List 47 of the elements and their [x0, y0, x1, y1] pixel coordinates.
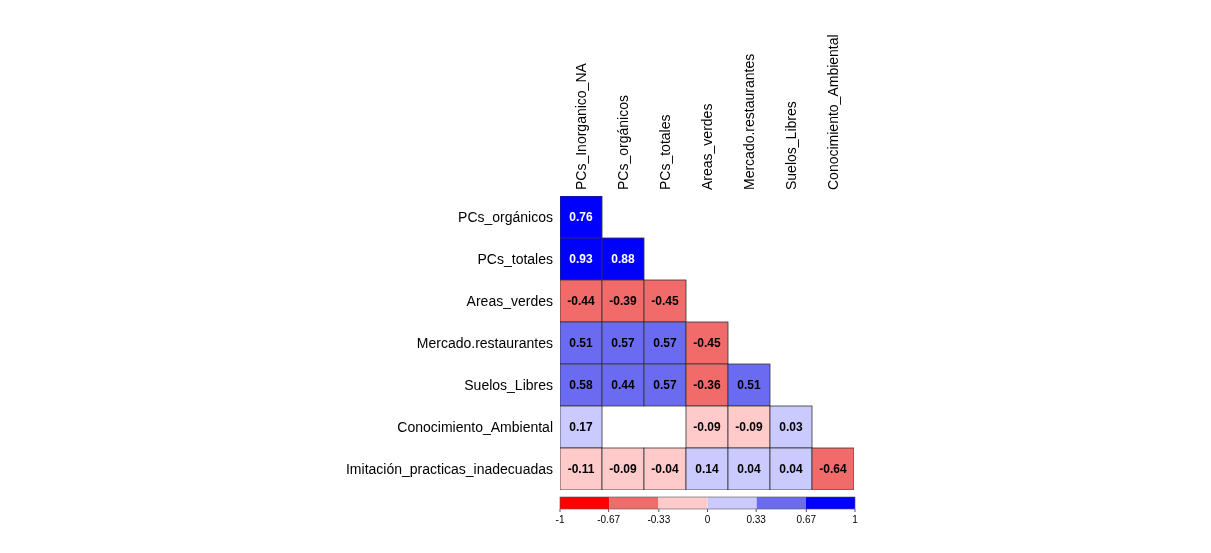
data-label: -0.44 [567, 294, 595, 308]
x-tick-label: Suelos_Libres [783, 101, 799, 190]
x-tick-label: PCs_orgánicos [615, 95, 631, 190]
data-label: 0.14 [695, 462, 719, 476]
color-bar-label: 1 [852, 514, 859, 525]
x-tick-label: PCs_Inorganico_NA [573, 62, 589, 190]
data-label: 0.93 [569, 252, 593, 266]
color-bar-label: 0 [704, 514, 711, 525]
color-bar-label: 0.33 [746, 514, 767, 525]
y-tick-label: Suelos_Libres [464, 377, 553, 393]
x-tick-label: PCs_totales [657, 114, 673, 190]
data-label: 0.04 [737, 462, 761, 476]
data-label: -0.11 [567, 462, 595, 476]
y-tick-label: Mercado.restaurantes [416, 335, 553, 351]
x-tick-label: Mercado.restaurantes [741, 53, 757, 190]
data-label: 0.88 [611, 252, 635, 266]
data-label: -0.09 [735, 420, 763, 434]
data-label: 0.51 [737, 378, 761, 392]
y-tick-label: Conocimiento_Ambiental [397, 419, 553, 435]
data-label: 0.57 [653, 336, 677, 350]
color-bar-label: -1 [555, 514, 565, 525]
data-label: -0.45 [651, 294, 679, 308]
y-tick-label: Areas_verdes [466, 293, 553, 309]
data-label: 0.57 [653, 378, 677, 392]
data-label: 0.57 [611, 336, 635, 350]
y-tick-label: Imitación_practicas_inadecuadas [345, 461, 553, 477]
color-bar-label: -0.67 [597, 514, 621, 525]
color-bar-label: 0.67 [796, 514, 817, 525]
data-label: -0.09 [693, 420, 721, 434]
color-bar-label: -0.33 [647, 514, 671, 525]
y-tick-label: PCs_totales [477, 251, 553, 267]
data-label: -0.45 [693, 336, 721, 350]
data-label: 0.51 [569, 336, 593, 350]
data-label: 0.44 [611, 378, 635, 392]
data-label: -0.04 [651, 462, 679, 476]
data-label: 0.58 [569, 378, 593, 392]
x-tick-label: Conocimiento_Ambiental [825, 34, 841, 190]
data-label: -0.39 [609, 294, 637, 308]
data-label: -0.36 [693, 378, 721, 392]
data-label: 0.04 [779, 462, 803, 476]
data-label: 0.17 [569, 420, 593, 434]
x-tick-label: Areas_verdes [699, 103, 715, 190]
data-label: 0.03 [779, 420, 803, 434]
y-tick-label: PCs_orgánicos [458, 209, 553, 225]
data-label: -0.64 [819, 462, 847, 476]
data-label: 0.76 [569, 210, 593, 224]
data-label: -0.09 [609, 462, 637, 476]
